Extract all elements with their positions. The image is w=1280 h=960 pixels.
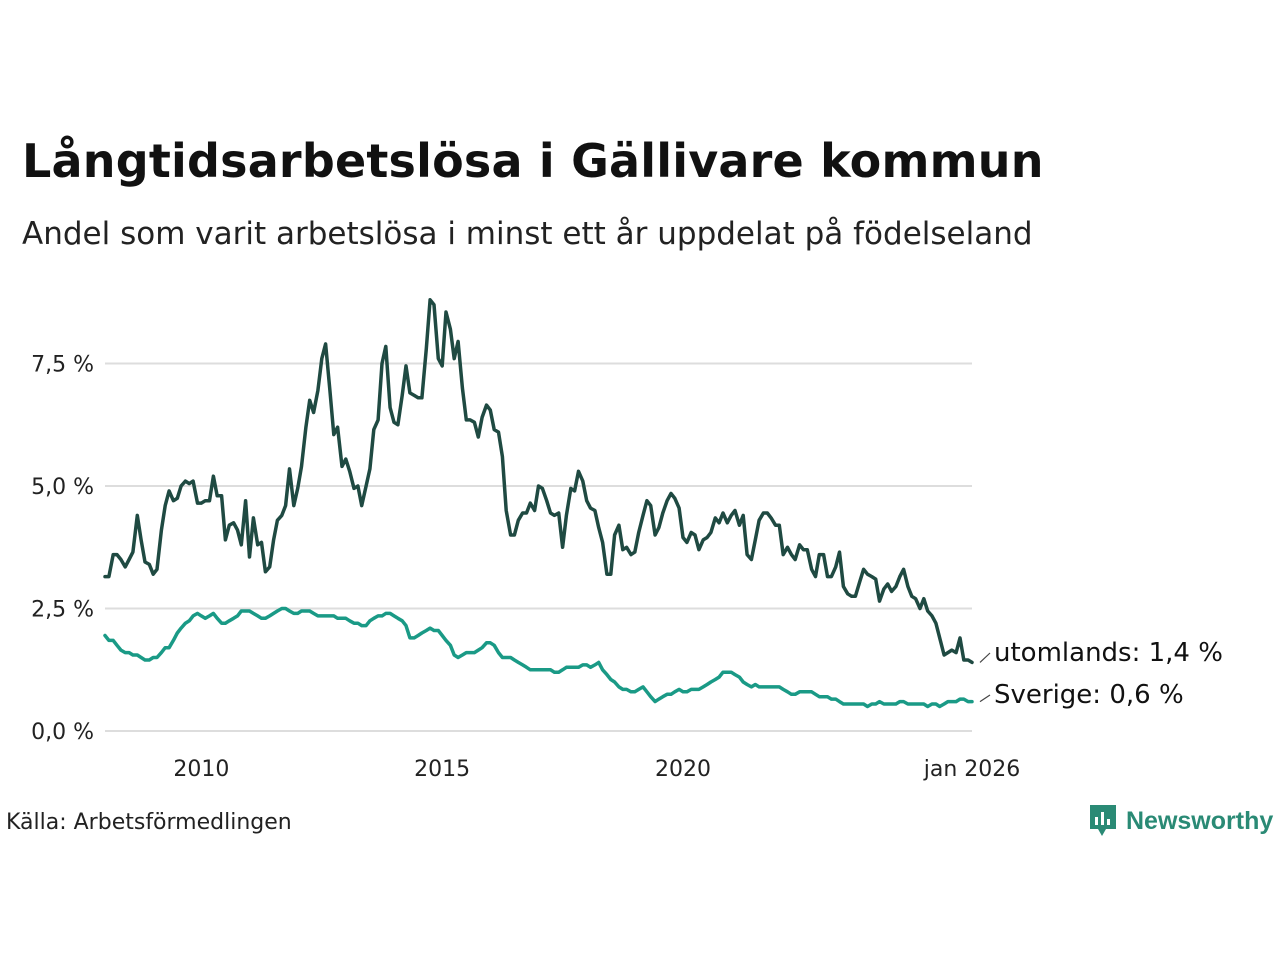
x-tick-label: 2010: [173, 757, 229, 782]
y-tick-label: 0,0 %: [31, 720, 94, 745]
x-tick-label: jan 2026: [923, 757, 1021, 782]
y-tick-label: 5,0 %: [31, 475, 94, 500]
series-line-utomlands: [103, 298, 974, 665]
end-label-utomlands: utomlands: 1,4 %: [994, 638, 1223, 668]
chart-subtitle: Andel som varit arbetslösa i minst ett å…: [22, 216, 1033, 252]
series-lines: [103, 298, 974, 709]
end-label-connector: [979, 694, 991, 703]
end-label-sverige: Sverige: 0,6 %: [994, 680, 1184, 710]
end-label-connector: [979, 652, 991, 663]
brand-logo: Newsworthy: [1088, 803, 1273, 839]
source-note: Källa: Arbetsförmedlingen: [6, 810, 292, 835]
x-tick-label: 2020: [655, 757, 711, 782]
y-tick-label: 7,5 %: [31, 353, 94, 378]
grid-lines: [105, 362, 972, 732]
y-axis-ticks: 0,0 % 2,5 % 5,0 % 7,5 %: [31, 353, 94, 746]
end-labels: utomlands: 1,4 % Sverige: 0,6 %: [979, 638, 1223, 710]
chart-title: Långtidsarbetslösa i Gällivare kommun: [22, 134, 1044, 188]
x-tick-label: 2015: [414, 757, 470, 782]
newsworthy-logo-icon: [1090, 805, 1116, 836]
series-line-sverige: [103, 606, 974, 709]
x-axis-ticks: 2010 2015 2020 jan 2026: [173, 757, 1020, 782]
y-tick-label: 2,5 %: [31, 598, 94, 623]
brand-name: Newsworthy: [1126, 806, 1274, 835]
